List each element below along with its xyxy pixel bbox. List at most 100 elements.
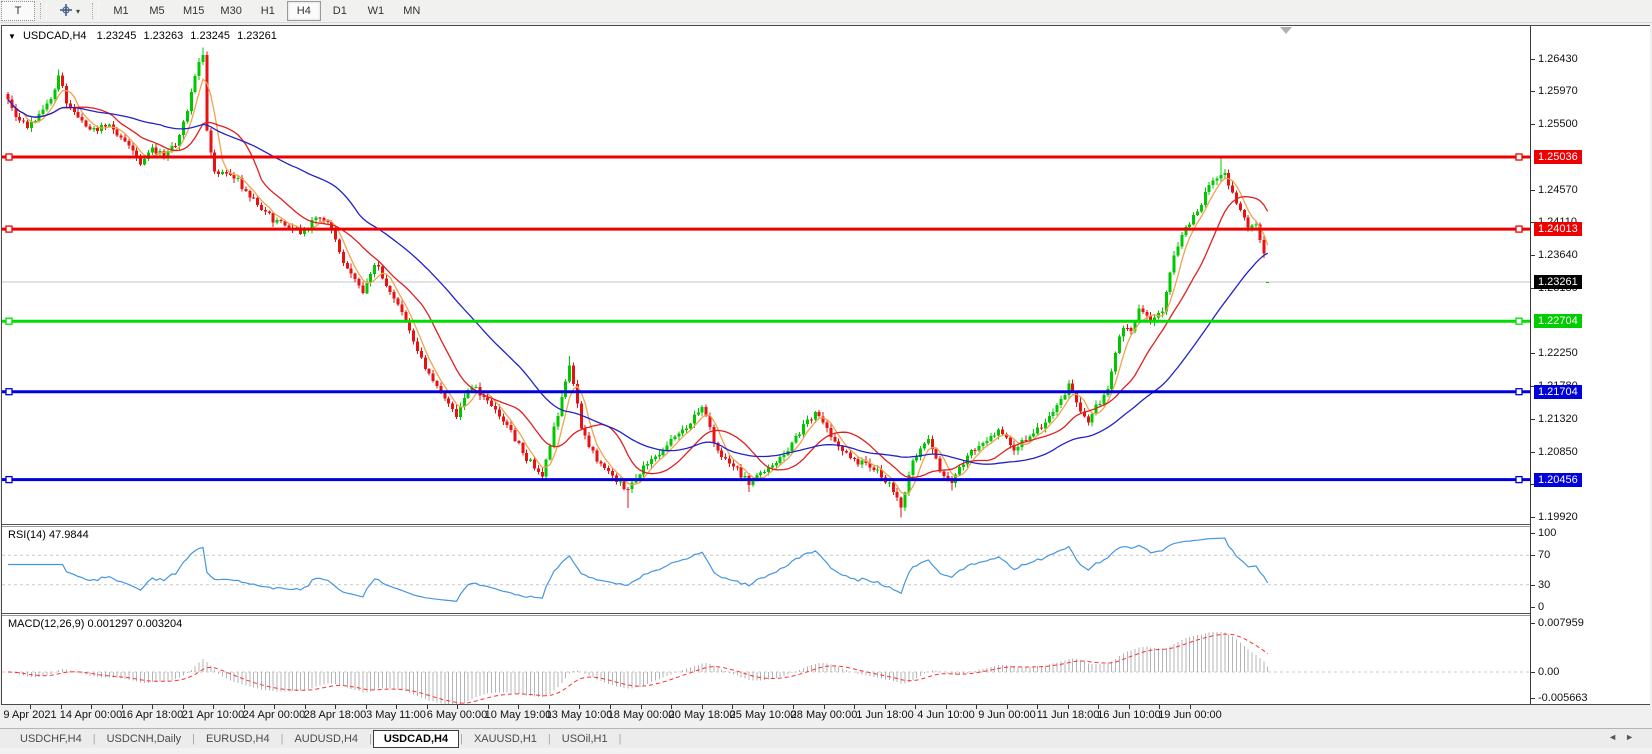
rsi-panel-canvas[interactable]: [2, 527, 1530, 613]
tab-separator: |: [618, 732, 622, 745]
hline-1.20456[interactable]: [2, 475, 1530, 484]
tf-button-h4[interactable]: H4: [286, 1, 321, 21]
tab-scroll-left-icon[interactable]: ◄: [1608, 732, 1626, 742]
tf-button-d1[interactable]: D1: [332, 5, 347, 17]
rsi-tick-mark: [1531, 585, 1535, 586]
time-tick-mark: [183, 705, 184, 709]
price-chart-canvas[interactable]: [2, 27, 1530, 524]
time-tick-mark: [610, 705, 611, 709]
tf-button-m5[interactable]: M5: [149, 5, 165, 17]
chart-tab-xauusd[interactable]: XAUUSD,H1: [473, 732, 537, 745]
panel-separator[interactable]: [2, 613, 1530, 614]
tf-button-m1[interactable]: M1: [113, 5, 129, 17]
chart-ohlc-readout: ▼ USDCAD,H4 1.23245 1.23263 1.23245 1.23…: [8, 30, 277, 42]
chart-tab-usoil[interactable]: USOil,H1: [561, 732, 608, 745]
hline-1.24013[interactable]: [2, 225, 1530, 233]
time-axis-label: 10 May 19:00: [484, 709, 552, 721]
tab-separator: |: [547, 732, 551, 745]
chart-shift-marker[interactable]: [1280, 27, 1292, 34]
tf-button-m15[interactable]: M15: [183, 5, 205, 17]
collapse-icon[interactable]: ▼: [8, 32, 16, 41]
price-badge: 1.24013: [1534, 222, 1582, 236]
price-tick-mark: [1531, 190, 1535, 191]
time-tick-mark: [427, 705, 428, 709]
price-tick-mark: [1531, 222, 1535, 223]
panel-separator[interactable]: [2, 524, 1530, 525]
tab-separator: |: [92, 732, 96, 745]
price-badge: 1.21704: [1534, 385, 1582, 399]
price-tick-label: 1.23640: [1538, 249, 1578, 261]
time-tick-mark: [763, 705, 764, 709]
time-tick-mark: [1190, 705, 1191, 709]
hline-handle: [1515, 153, 1523, 161]
tf-button-mn[interactable]: MN: [403, 5, 421, 17]
time-tick-mark: [915, 705, 916, 709]
price-tick-label: 1.25970: [1538, 85, 1578, 97]
hline-1.22704[interactable]: [2, 317, 1530, 325]
candlestick-series: [6, 47, 1270, 518]
time-tick-mark: [30, 705, 31, 709]
macd-histogram: [11, 632, 1269, 704]
time-axis-label: 6 May 00:00: [426, 709, 488, 721]
moving-average-40: [7, 99, 1269, 465]
time-tick-mark: [488, 705, 489, 709]
rsi-tick-label: 100: [1538, 527, 1557, 539]
hline-1.25036[interactable]: [2, 153, 1530, 161]
crosshair-tool-button[interactable]: ▾: [52, 1, 87, 21]
toolbar-grip: [40, 3, 47, 19]
chart-tab-eurusd[interactable]: EURUSD,H4: [206, 732, 270, 745]
price-tick-mark: [1531, 386, 1535, 387]
chart-tab-usdchf[interactable]: USDCHF,H4: [20, 732, 82, 745]
time-tick-mark: [1159, 705, 1160, 709]
hline-1.21704[interactable]: [2, 388, 1530, 396]
tf-button-w1[interactable]: W1: [367, 5, 385, 17]
time-axis-label: 19 Jun 00:00: [1158, 709, 1222, 721]
price-tick-label: 1.19920: [1538, 511, 1578, 523]
price-tick-mark: [1531, 517, 1535, 518]
price-axis[interactable]: 1.264301.259701.255001.245701.241101.236…: [1530, 26, 1650, 704]
moving-average-5: [7, 77, 1269, 496]
time-tick-mark: [671, 705, 672, 709]
time-tick-mark: [824, 705, 825, 709]
price-tick-mark: [1531, 255, 1535, 256]
tf-button-h1[interactable]: H1: [260, 5, 275, 17]
chart-window[interactable]: ▼ USDCAD,H4 1.23245 1.23263 1.23245 1.23…: [1, 25, 1650, 705]
chart-tab-bar: USDCHF,H4 | USDCNH,Daily | EURUSD,H4 | AUDUSD,…: [0, 728, 1652, 748]
tab-separator: |: [460, 732, 463, 745]
price-tick-mark: [1531, 288, 1535, 289]
time-axis-label: 9 Apr 2021: [3, 709, 57, 721]
time-axis-label: 16 Apr 18:00: [120, 709, 184, 721]
macd-tick-mark: [1531, 623, 1535, 624]
chart-tab-usdcnh[interactable]: USDCNH,Daily: [106, 732, 182, 745]
status-strip: [0, 748, 1652, 754]
hline-handle: [1515, 388, 1523, 396]
macd-panel-canvas[interactable]: [2, 616, 1530, 704]
chart-tab-usdcad[interactable]: USDCAD,H4: [372, 729, 460, 748]
tab-separator: |: [369, 732, 372, 745]
time-axis-label: 11 Jun 18:00: [1036, 709, 1100, 721]
time-tick-mark: [274, 705, 275, 709]
rsi-tick-label: 70: [1538, 549, 1551, 561]
time-tick-mark: [1129, 705, 1130, 709]
tab-scroll-right-icon[interactable]: ►: [1625, 732, 1642, 742]
time-tick-mark: [579, 705, 580, 709]
time-tick-mark: [244, 705, 245, 709]
time-tick-mark: [946, 705, 947, 709]
time-axis-label: 16 Jun 10:00: [1097, 709, 1161, 721]
price-tick-mark: [1531, 124, 1535, 125]
macd-signal-line: [7, 633, 1269, 704]
hline-handle: [1515, 475, 1523, 484]
tf-button-m30[interactable]: M30: [220, 5, 242, 17]
time-axis-label: 28 May 00:00: [790, 709, 858, 721]
time-tick-mark: [396, 705, 397, 709]
time-tick-mark: [122, 705, 123, 709]
text-tool-button[interactable]: T: [1, 1, 35, 21]
ohlc-low: 1.23245: [190, 30, 231, 42]
rsi-tick-label: 0: [1538, 601, 1545, 613]
macd-tick-label: 0.00: [1538, 666, 1560, 678]
panel-separator: [2, 615, 1530, 616]
chart-tab-audusd[interactable]: AUDUSD,H4: [294, 732, 359, 745]
time-tick-mark: [335, 705, 336, 709]
price-tick-mark: [1531, 484, 1535, 485]
